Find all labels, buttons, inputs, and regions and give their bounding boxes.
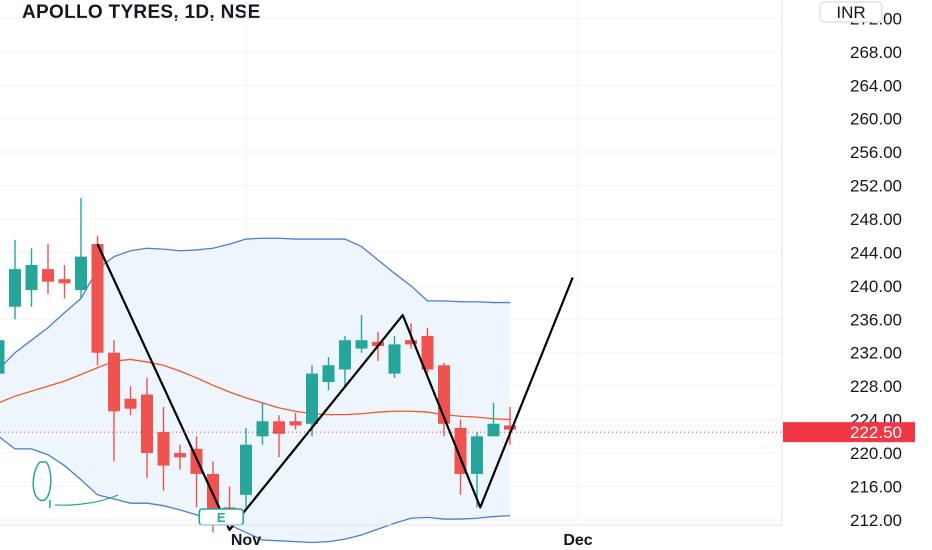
chart-title: APOLLO TYRES, 1D, NSE: [22, 2, 261, 23]
candles[interactable]: [0, 198, 516, 533]
y-tick-label: 256.00: [850, 143, 902, 162]
candle-down[interactable]: [91, 235, 104, 366]
candle-up[interactable]: [322, 356, 335, 391]
x-tick-label: Dec: [563, 532, 592, 549]
y-tick-label: 228.00: [850, 377, 902, 396]
candle-down[interactable]: [289, 412, 302, 430]
y-tick-label: 236.00: [850, 310, 902, 329]
candle-body: [256, 421, 269, 437]
candle-up[interactable]: [355, 315, 368, 353]
candle-body: [405, 340, 417, 345]
y-tick-label: 240.00: [850, 277, 902, 296]
last-price-badge-box: [783, 422, 915, 443]
bollinger-middle-line: [0, 358, 511, 421]
earnings-marker[interactable]: E: [198, 508, 245, 526]
candle-body: [124, 398, 137, 409]
candle-body: [240, 444, 252, 495]
candle-body: [372, 341, 384, 347]
candle-up[interactable]: [487, 402, 500, 437]
pattern-line[interactable]: [96, 243, 574, 532]
candle-body: [174, 453, 186, 458]
bollinger-bands: [0, 237, 511, 544]
candle-body: [75, 256, 87, 291]
y-tick-label: 244.00: [850, 243, 902, 262]
candle-body: [306, 373, 318, 424]
candle-body: [339, 340, 351, 370]
y-tick-label: 216.00: [850, 477, 902, 496]
candle-up[interactable]: [75, 198, 87, 299]
y-tick-label: 264.00: [850, 76, 902, 95]
candle-down[interactable]: [421, 327, 434, 374]
drawn-curve: [54, 494, 119, 506]
candle-body: [322, 365, 335, 382]
candle-up[interactable]: [471, 432, 483, 508]
candle-body: [421, 336, 434, 370]
currency-badge[interactable]: INR: [819, 1, 883, 23]
candle-body: [289, 421, 302, 426]
y-tick-label: 248.00: [850, 210, 902, 229]
y-tick-label: 252.00: [850, 177, 902, 196]
last-price-badge: 222.50: [783, 422, 915, 443]
currency-badge-label: INR: [836, 3, 865, 22]
candle-body: [355, 340, 368, 349]
earnings-label: E: [217, 510, 226, 525]
last-price-label: 222.50: [850, 423, 902, 442]
candle-down[interactable]: [273, 415, 285, 458]
bollinger-lower-line: [0, 436, 511, 544]
drawn-shape: [32, 461, 52, 508]
candle-down[interactable]: [504, 407, 516, 445]
candle-down[interactable]: [58, 264, 71, 299]
candle-body: [25, 264, 38, 291]
candle-down[interactable]: [157, 407, 170, 491]
candle-body: [58, 279, 71, 284]
candle-body: [273, 421, 285, 434]
bollinger-fill: [0, 238, 510, 543]
candle-up[interactable]: [388, 336, 401, 378]
y-tick-label: 260.00: [850, 110, 902, 129]
candle-up[interactable]: [25, 248, 38, 307]
candle-body: [0, 340, 5, 374]
candle-up[interactable]: [256, 402, 269, 445]
candle-body: [504, 425, 516, 430]
candle-down[interactable]: [174, 444, 186, 470]
candle-body: [454, 427, 467, 474]
candle-up[interactable]: [240, 427, 252, 508]
y-tick-label: 268.00: [850, 43, 902, 62]
y-tick-label: 232.00: [850, 344, 902, 363]
candle-body: [190, 448, 203, 474]
bollinger-upper-line: [0, 237, 510, 369]
candle-body: [388, 344, 401, 374]
y-tick-label: 220.00: [850, 444, 902, 463]
axes: 212.00216.00220.00224.00228.00232.00236.…: [0, 0, 915, 549]
candle-body: [157, 432, 170, 466]
candle-body: [141, 394, 153, 454]
candle-body: [487, 423, 500, 437]
candle-down[interactable]: [42, 244, 54, 295]
candle-up[interactable]: [306, 365, 318, 437]
candle-down[interactable]: [108, 340, 120, 462]
currency-badge-box: [819, 1, 883, 23]
candle-body: [471, 436, 483, 474]
candle-up[interactable]: [339, 336, 351, 387]
candle-body: [42, 269, 54, 282]
candle-body: [91, 244, 104, 353]
candle-down[interactable]: [124, 386, 137, 416]
candle-body: [9, 269, 21, 307]
candle-down[interactable]: [190, 436, 203, 508]
candle-body: [108, 352, 120, 412]
candle-up[interactable]: [0, 328, 5, 403]
drawn-pattern-lines[interactable]: [96, 243, 574, 532]
candle-up[interactable]: [9, 239, 21, 320]
candle-down[interactable]: [141, 377, 153, 479]
y-tick-label: 212.00: [850, 511, 902, 530]
x-tick-label: Nov: [231, 532, 261, 549]
